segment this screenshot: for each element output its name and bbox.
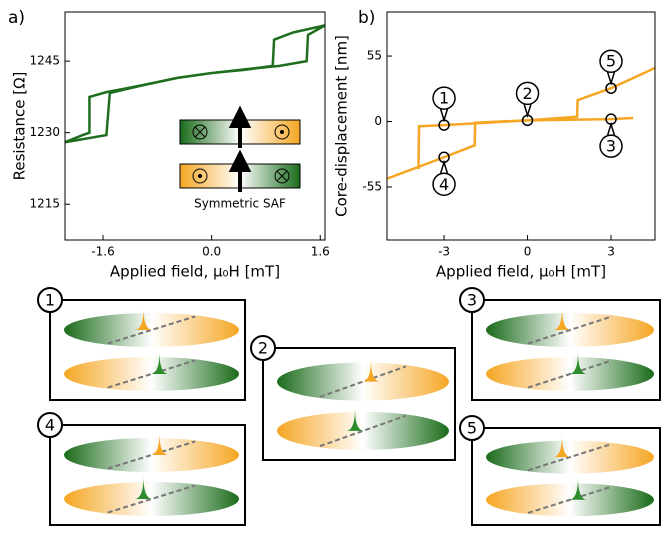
vortex-core [151, 352, 168, 374]
y-axis-label: Resistance [Ω] [11, 72, 29, 181]
vortex-core [151, 433, 168, 455]
y-tick-label: 1230 [29, 125, 60, 139]
annotation-text: 3 [606, 137, 616, 156]
panel-number-bubble [37, 412, 63, 438]
x-axis-label: Applied field, μ₀H [mT] [436, 263, 606, 281]
data-line [64, 24, 326, 144]
disk-axis [319, 365, 407, 398]
mode-panel: 4 [37, 412, 246, 526]
y-tick-label: 1245 [29, 54, 60, 68]
vortex-core [135, 308, 152, 330]
panel-number-bubble [37, 287, 63, 313]
x-tick-label: -1.6 [91, 245, 114, 259]
panel-number: 4 [45, 416, 55, 435]
panel-label: a) [8, 8, 25, 28]
vortex-core [135, 477, 152, 499]
mode-panel: 2 [250, 335, 456, 461]
plot-frame [386, 11, 656, 241]
vortex-core [554, 308, 570, 330]
x-tick-label: 0.0 [202, 245, 221, 259]
annotation-text: 1 [439, 89, 449, 108]
panel-number: 1 [45, 291, 55, 310]
x-axis-label: Applied field, μ₀H [mT] [110, 263, 280, 281]
panel-number: 2 [258, 339, 268, 358]
panel-number-bubble [459, 287, 485, 313]
y-tick-label: 55 [367, 49, 382, 63]
inset-text: Symmetric SAF [194, 197, 286, 211]
y-tick-label: 1215 [29, 197, 60, 211]
annotation-pointer [439, 106, 449, 123]
panel-number-bubble [459, 415, 485, 441]
x-tick-label: 3 [607, 245, 615, 259]
y-tick-label: -55 [362, 180, 382, 194]
annotation-text: 4 [439, 175, 449, 194]
annotation-bubble [599, 49, 623, 73]
annotation-bubble [515, 81, 540, 106]
vortex-core [554, 435, 570, 458]
disk-axis [107, 359, 196, 389]
x-tick-label: 0 [524, 245, 532, 259]
vortex-core [570, 352, 586, 374]
annotation-text: 2 [522, 84, 532, 103]
annotation-bubble [599, 134, 623, 158]
plot-frame [64, 11, 326, 241]
annotation-pointer [439, 159, 449, 176]
panel-number: 3 [467, 291, 477, 310]
y-axis-label: Core-displacement [nm] [333, 35, 351, 217]
annotation-text: 5 [606, 52, 616, 71]
annotation-bubble [432, 172, 456, 197]
panel-label: b) [358, 8, 375, 28]
mode-panel: 3 [459, 287, 661, 401]
disk-axis [319, 414, 407, 448]
data-line [417, 66, 656, 170]
disk-axis [107, 315, 196, 345]
saf-inset: Symmetric SAF [179, 105, 301, 211]
panel-number: 5 [467, 419, 477, 438]
y-tick-label: 0 [374, 114, 382, 128]
annotation-pointer [606, 121, 616, 138]
vortex-core [570, 477, 586, 500]
disk-axis [107, 484, 196, 514]
vortex-core [347, 408, 363, 431]
vortex-core [363, 359, 379, 382]
panel-number-bubble [250, 335, 276, 361]
mode-panel: 5 [459, 415, 661, 526]
annotation-bubble [432, 86, 456, 110]
annotation-pointer [606, 69, 616, 86]
disk-axis [107, 440, 196, 470]
annotation-pointer [522, 102, 533, 118]
x-tick-label: 1.6 [311, 245, 330, 259]
mode-panel: 1 [37, 287, 246, 401]
x-tick-label: -3 [438, 245, 450, 259]
